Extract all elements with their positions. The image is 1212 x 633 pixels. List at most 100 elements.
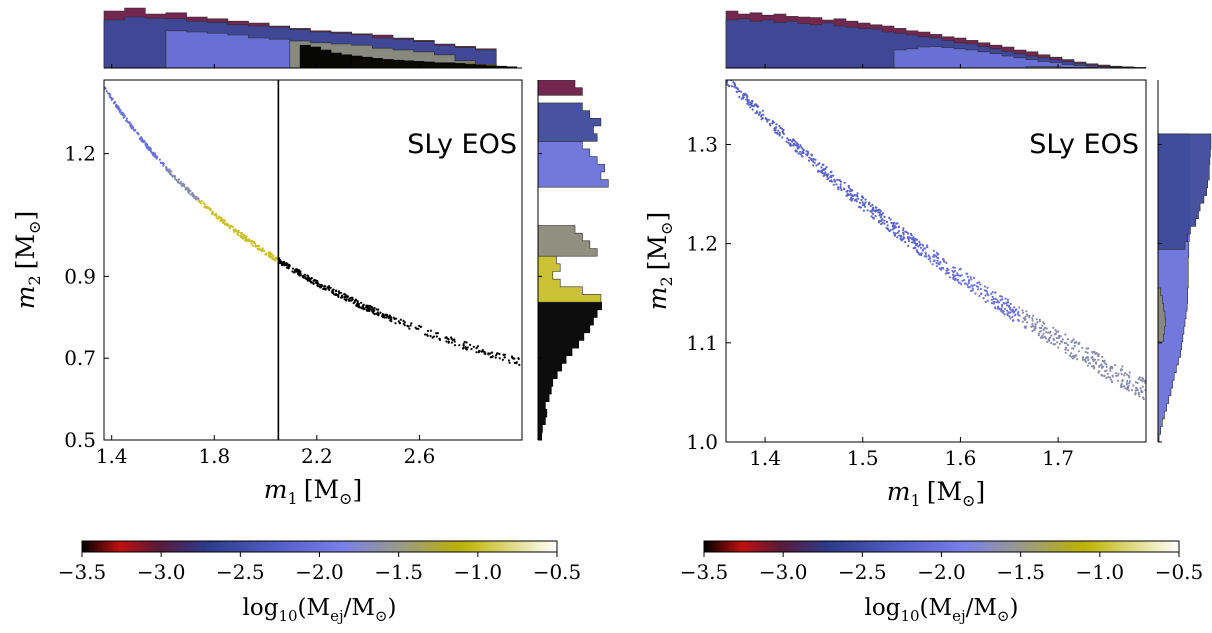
scatter-point xyxy=(776,132,779,135)
scatter-point xyxy=(1093,365,1096,369)
scatter-point xyxy=(453,344,457,347)
scatter-point xyxy=(925,246,929,249)
scatter-point xyxy=(356,300,359,303)
scatter-point xyxy=(354,298,357,301)
colorbar-label-sub: 10 xyxy=(278,607,297,625)
scatter-point xyxy=(915,249,918,252)
scatter-point xyxy=(845,190,848,193)
scatter-point xyxy=(202,201,205,204)
scatter-point xyxy=(893,227,896,230)
scatter-point xyxy=(958,268,961,271)
scatter-points xyxy=(726,77,1146,401)
scatter-point xyxy=(1064,351,1067,354)
scatter-point xyxy=(206,206,209,209)
scatter-point xyxy=(125,117,128,120)
scatter-point xyxy=(414,326,417,329)
scatter-point xyxy=(470,347,473,351)
colorbar-label-log: log xyxy=(243,595,279,621)
scatter-point xyxy=(742,96,745,99)
scatter-point xyxy=(168,172,172,175)
scatter-point xyxy=(472,345,475,348)
scatter-point xyxy=(1070,352,1073,355)
scatter-point xyxy=(848,190,852,193)
scatter-point xyxy=(969,276,972,279)
scatter-point xyxy=(364,306,367,309)
scatter-point xyxy=(395,317,398,320)
scatter-point xyxy=(106,92,110,95)
scatter-point xyxy=(728,77,730,79)
scatter-point xyxy=(782,129,785,132)
scatter-point xyxy=(226,223,229,226)
scatter-point xyxy=(1130,389,1134,392)
scatter-point xyxy=(970,278,973,281)
scatter-point xyxy=(851,189,854,192)
scatter-point xyxy=(843,181,846,184)
scatter-point xyxy=(429,334,432,338)
scatter-point xyxy=(1084,360,1087,363)
scatter-point xyxy=(726,83,729,86)
scatter-point xyxy=(1097,358,1100,361)
scatter-point xyxy=(1087,358,1090,362)
scatter-point xyxy=(1031,317,1034,320)
scatter-point xyxy=(754,103,757,106)
scatter-point xyxy=(1011,319,1015,322)
scatter-point xyxy=(140,136,143,139)
scatter-point xyxy=(365,309,368,312)
scatter-point xyxy=(1120,385,1123,389)
colorbar-gradient xyxy=(81,540,558,553)
scatter-point xyxy=(377,313,380,316)
scatter-point xyxy=(937,262,940,266)
scatter-point xyxy=(1142,377,1145,380)
scatter-point xyxy=(758,112,761,115)
scatter-segment-3 xyxy=(197,199,279,262)
top-histogram xyxy=(725,10,1147,69)
colorbar-tick-label: −2.5 xyxy=(838,560,887,584)
scatter-point xyxy=(372,308,375,311)
scatter-point xyxy=(812,164,815,167)
scatter-point xyxy=(921,249,924,252)
y-axis-label-sub: 2 xyxy=(25,275,44,285)
scatter-point xyxy=(915,238,919,241)
scatter-point xyxy=(1126,379,1129,383)
scatter-point xyxy=(992,297,995,300)
scatter-point xyxy=(1066,343,1070,347)
scatter-point xyxy=(1128,371,1131,374)
scatter-point xyxy=(1086,364,1089,367)
scatter-point xyxy=(814,158,817,161)
scatter-point xyxy=(897,225,901,228)
scatter-point xyxy=(917,245,920,248)
scatter-point xyxy=(792,144,795,147)
scatter-point xyxy=(862,203,865,206)
scatter-point xyxy=(938,267,941,270)
scatter-point xyxy=(1049,330,1052,333)
scatter-point xyxy=(1093,358,1097,361)
sun-symbol: ⊙ xyxy=(657,222,676,235)
scatter-point xyxy=(1138,395,1141,398)
scatter-point xyxy=(1042,328,1045,331)
scatter-point xyxy=(984,300,987,304)
scatter-point xyxy=(1057,346,1060,349)
scatter-point xyxy=(272,258,275,261)
scatter-point xyxy=(318,285,322,288)
scatter-point xyxy=(832,183,835,186)
scatter-point xyxy=(1038,318,1041,321)
scatter-point xyxy=(1025,310,1028,313)
scatter-point xyxy=(812,157,815,160)
scatter-point xyxy=(211,212,214,215)
scatter-point xyxy=(234,229,237,232)
scatter-point xyxy=(1033,328,1036,332)
scatter-point xyxy=(476,345,480,348)
scatter-point xyxy=(810,153,813,156)
x-tick-label: 2.6 xyxy=(404,444,436,468)
scatter-point xyxy=(465,348,468,351)
scatter-point xyxy=(801,152,804,155)
scatter-point xyxy=(876,209,879,212)
scatter-point xyxy=(1009,302,1012,305)
scatter-point xyxy=(939,261,942,264)
scatter-point xyxy=(1022,317,1025,320)
scatter-point xyxy=(1002,310,1005,313)
scatter-point xyxy=(733,84,737,87)
scatter-point xyxy=(1068,354,1071,357)
scatter-point xyxy=(806,153,809,156)
scatter-point xyxy=(900,234,903,237)
